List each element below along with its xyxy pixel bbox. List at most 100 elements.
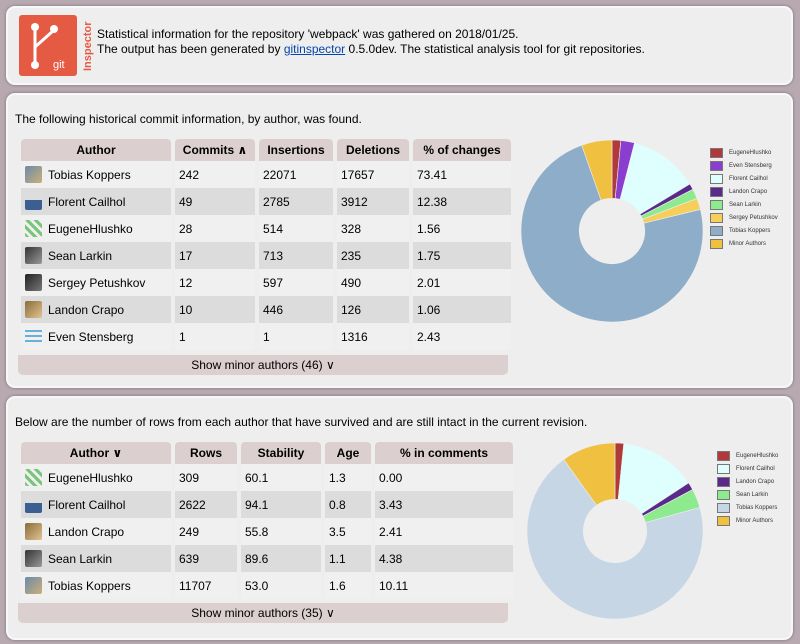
blame-pie-chart xyxy=(526,442,704,620)
author-name: EugeneHlushko xyxy=(48,470,133,485)
column-insertions[interactable]: Insertions xyxy=(259,139,333,161)
column-rows[interactable]: Rows xyxy=(175,442,237,464)
legend-label: Florent Cailhol xyxy=(729,175,768,182)
commits-intro: The following historical commit informat… xyxy=(15,112,362,126)
comments-cell: 0.00 xyxy=(375,464,513,491)
stability-cell: 94.1 xyxy=(241,491,321,518)
legend-swatch xyxy=(710,147,723,158)
logo-subtitle: Inspector xyxy=(82,21,94,71)
changes-cell: 73.41 xyxy=(413,161,511,188)
legend-label: Landon Crapo xyxy=(736,478,775,485)
author-name: Even Stensberg xyxy=(48,329,134,344)
legend-label: EugeneHlushko xyxy=(729,149,772,156)
legend-swatch xyxy=(710,173,723,184)
show-minor-authors-button[interactable]: Show minor authors (35) ∨ xyxy=(18,603,508,623)
changes-cell: 2.43 xyxy=(413,323,511,350)
column-age[interactable]: Age xyxy=(325,442,371,464)
stability-cell: 55.8 xyxy=(241,518,321,545)
photo-avatar xyxy=(25,166,42,183)
commits-cell: 10 xyxy=(175,296,255,323)
pie-slice-minor-authors xyxy=(563,442,616,506)
photo-avatar xyxy=(25,274,42,291)
identicon-avatar xyxy=(25,469,42,486)
table-row: Tobias Koppers 11707 53.0 1.6 10.11 xyxy=(21,572,513,599)
legend-item: EugeneHlushko xyxy=(717,449,778,462)
insertions-cell: 2785 xyxy=(259,188,333,215)
legend-item: Sean Larkin xyxy=(717,488,778,501)
age-cell: 1.3 xyxy=(325,464,371,491)
legend-label: Florent Cailhol xyxy=(736,465,775,472)
author-name: Sergey Petushkov xyxy=(48,275,146,290)
legend-label: EugeneHlushko xyxy=(736,452,779,459)
gitinspector-link[interactable]: gitinspector xyxy=(283,42,346,56)
header-line-1: Statistical information for the reposito… xyxy=(97,27,519,41)
author-name: Sean Larkin xyxy=(48,248,113,263)
header-line-2-suffix: 0.5.0dev. The statistical analysis tool … xyxy=(345,42,645,56)
blame-table: Author ∨ Rows Stability Age % in comment… xyxy=(17,442,517,599)
column-percent-changes[interactable]: % of changes xyxy=(413,139,511,161)
deletions-cell: 1316 xyxy=(337,323,409,350)
deletions-cell: 3912 xyxy=(337,188,409,215)
legend-label: Tobias Koppers xyxy=(729,227,771,234)
author-name: Landon Crapo xyxy=(48,524,125,539)
rows-cell: 11707 xyxy=(175,572,237,599)
deletions-cell: 17657 xyxy=(337,161,409,188)
table-row: Even Stensberg 1 1 1316 2.43 xyxy=(21,323,511,350)
legend-item: Landon Crapo xyxy=(710,185,778,198)
header-line-2: The output has been generated by gitinsp… xyxy=(97,42,645,57)
legend-item: Even Stensberg xyxy=(710,159,778,172)
legend-item: Minor Authors xyxy=(717,514,778,527)
header-panel: git Inspector Statistical information fo… xyxy=(6,6,793,85)
author-name: Tobias Koppers xyxy=(48,167,131,182)
commits-chart-legend: EugeneHlushko Even Stensberg Florent Cailh… xyxy=(710,146,778,250)
column-percent-comments[interactable]: % in comments xyxy=(375,442,513,464)
commits-cell: 28 xyxy=(175,215,255,242)
header-info: Statistical information for the reposito… xyxy=(97,27,645,57)
comments-cell: 2.41 xyxy=(375,518,513,545)
deletions-cell: 126 xyxy=(337,296,409,323)
pie-slice-minor-authors xyxy=(581,139,613,201)
photo-avatar xyxy=(25,193,42,210)
column-stability[interactable]: Stability xyxy=(241,442,321,464)
photo-avatar xyxy=(25,496,42,513)
blame-intro: Below are the number of rows from each a… xyxy=(15,415,588,429)
author-name: Sean Larkin xyxy=(48,551,113,566)
gitinspector-logo-icon: git xyxy=(19,15,77,76)
table-row: Landon Crapo 249 55.8 3.5 2.41 xyxy=(21,518,513,545)
show-minor-authors-button[interactable]: Show minor authors (46) ∨ xyxy=(18,355,508,375)
table-row: Sergey Petushkov 12 597 490 2.01 xyxy=(21,269,511,296)
commits-cell: 49 xyxy=(175,188,255,215)
insertions-cell: 597 xyxy=(259,269,333,296)
changes-cell: 2.01 xyxy=(413,269,511,296)
blame-panel: Below are the number of rows from each a… xyxy=(6,396,793,640)
column-deletions[interactable]: Deletions xyxy=(337,139,409,161)
legend-swatch xyxy=(710,212,723,223)
author-name: Florent Cailhol xyxy=(48,497,126,512)
legend-swatch xyxy=(710,160,723,171)
changes-cell: 1.75 xyxy=(413,242,511,269)
column-author[interactable]: Author xyxy=(21,139,171,161)
insertions-cell: 713 xyxy=(259,242,333,269)
table-row: EugeneHlushko 309 60.1 1.3 0.00 xyxy=(21,464,513,491)
column-commits[interactable]: Commits ∧ xyxy=(175,139,255,161)
legend-swatch xyxy=(717,515,730,526)
legend-label: Tobias Koppers xyxy=(736,504,778,511)
pie-slice-tobias-koppers xyxy=(526,459,704,620)
insertions-cell: 514 xyxy=(259,215,333,242)
column-author[interactable]: Author ∨ xyxy=(21,442,171,464)
blame-chart-legend: EugeneHlushko Florent Cailhol Landon Crapo… xyxy=(717,449,778,527)
git-branch-icon xyxy=(31,23,58,69)
author-name: Landon Crapo xyxy=(48,302,125,317)
changes-cell: 1.56 xyxy=(413,215,511,242)
age-cell: 0.8 xyxy=(325,491,371,518)
author-name: Florent Cailhol xyxy=(48,194,126,209)
commits-table: Author Commits ∧ Insertions Deletions % … xyxy=(17,139,515,350)
commits-cell: 12 xyxy=(175,269,255,296)
logo-text: git xyxy=(53,59,65,71)
legend-swatch xyxy=(717,502,730,513)
deletions-cell: 490 xyxy=(337,269,409,296)
changes-cell: 12.38 xyxy=(413,188,511,215)
table-row: Landon Crapo 10 446 126 1.06 xyxy=(21,296,511,323)
photo-avatar xyxy=(25,523,42,540)
legend-item: Sean Larkin xyxy=(710,198,778,211)
